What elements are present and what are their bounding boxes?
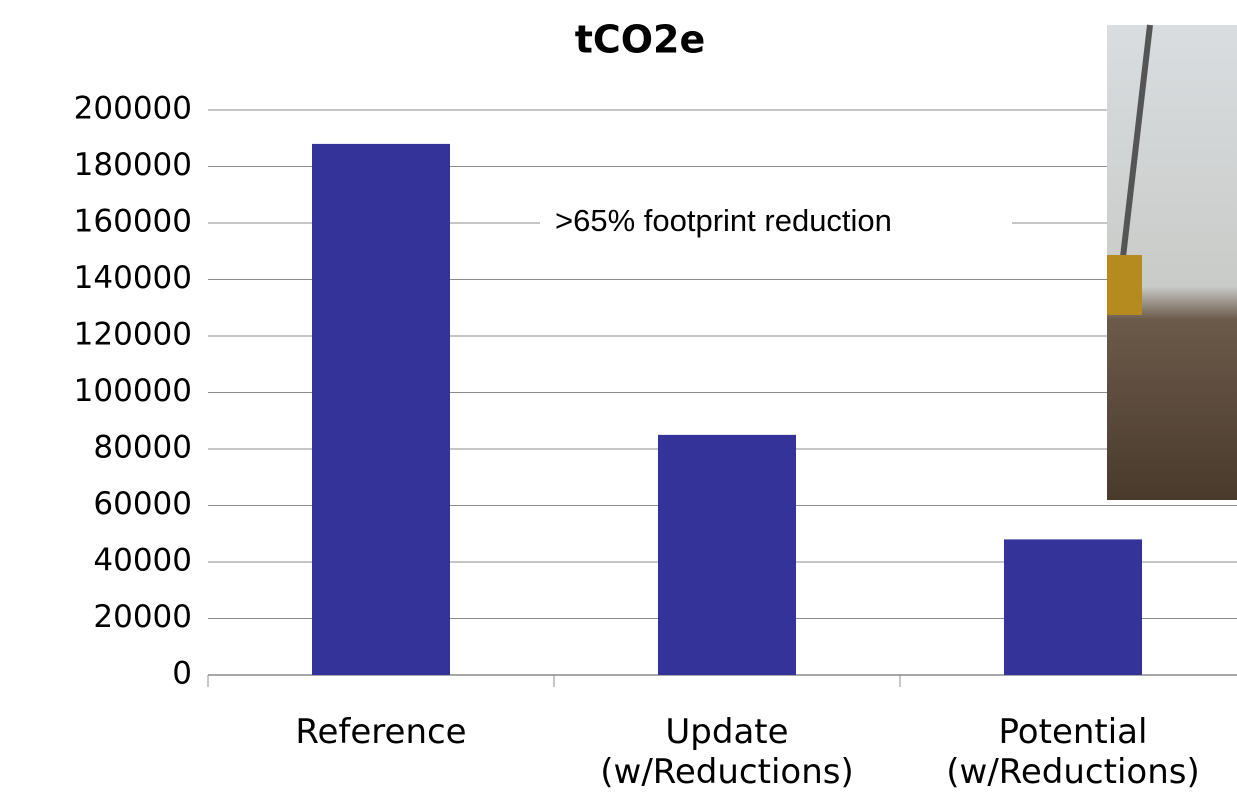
y-tick-label: 120000 — [74, 317, 192, 353]
chart-title: tCO2e — [575, 18, 706, 62]
x-tick-label: Update (w/Reductions) — [557, 712, 897, 792]
bar — [1004, 539, 1142, 675]
x-tick-label: Potential (w/Reductions) — [903, 712, 1237, 792]
y-tick-label: 140000 — [74, 260, 192, 296]
y-tick-label: 100000 — [74, 373, 192, 409]
page: tCO2e 0 20000 40000 60000 80000 100000 120000 1… — [0, 0, 1237, 812]
y-tick-label: 80000 — [93, 430, 192, 466]
annotation: >65% footprint reduction — [555, 203, 892, 238]
y-tick-label: 40000 — [93, 543, 192, 579]
y-tick-label: 200000 — [74, 91, 192, 127]
x-tick-label: Reference — [211, 712, 551, 752]
bar — [658, 435, 796, 675]
y-tick-label: 20000 — [93, 599, 192, 635]
y-tick-label: 60000 — [93, 486, 192, 522]
y-tick-label: 160000 — [74, 204, 192, 240]
photo-crane-base — [1107, 255, 1142, 315]
y-tick-label: 0 — [172, 656, 192, 692]
bar — [312, 144, 450, 675]
chart: tCO2e 0 20000 40000 60000 80000 100000 120000 1… — [0, 0, 1237, 812]
y-tick-label: 180000 — [74, 147, 192, 183]
